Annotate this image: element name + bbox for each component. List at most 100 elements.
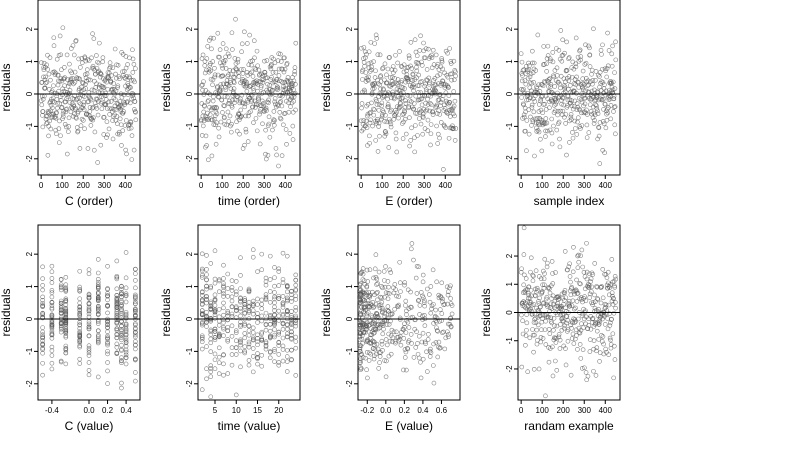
- data-point: [593, 373, 599, 378]
- data-point: [580, 81, 586, 86]
- data-point: [574, 74, 579, 80]
- data-point: [208, 306, 214, 312]
- data-point: [245, 139, 251, 144]
- data-point: [529, 105, 535, 110]
- data-point: [119, 291, 124, 297]
- data-point: [360, 266, 366, 271]
- data-point: [114, 300, 120, 306]
- data-point: [358, 352, 364, 358]
- data-point: [229, 294, 235, 300]
- data-point: [591, 26, 596, 32]
- data-point: [125, 99, 130, 104]
- data-point: [526, 295, 531, 301]
- data-point: [113, 97, 118, 102]
- data-point: [40, 304, 45, 309]
- data-point: [49, 328, 55, 334]
- data-point: [49, 331, 55, 336]
- data-point: [453, 69, 458, 75]
- data-point: [208, 68, 213, 74]
- data-point: [546, 314, 551, 320]
- data-point: [401, 62, 407, 68]
- data-point: [293, 313, 299, 319]
- data-point: [208, 363, 214, 368]
- data-point: [242, 78, 248, 84]
- data-point: [562, 249, 568, 254]
- data-point: [521, 112, 527, 118]
- data-point: [422, 298, 427, 303]
- data-point: [49, 326, 55, 331]
- data-point: [259, 301, 265, 307]
- data-point: [532, 153, 537, 159]
- data-point: [386, 331, 391, 337]
- data-point: [594, 348, 599, 354]
- data-point: [596, 133, 602, 139]
- data-point: [436, 67, 442, 72]
- data-point: [414, 68, 420, 74]
- data-point: [452, 77, 457, 83]
- data-point: [602, 66, 608, 72]
- data-point: [540, 122, 546, 128]
- x-tick-label: 400: [279, 181, 293, 190]
- data-point: [200, 82, 205, 88]
- data-point: [290, 123, 296, 129]
- data-point: [441, 108, 447, 113]
- data-point: [98, 72, 104, 77]
- data-point: [380, 65, 386, 71]
- data-point: [289, 336, 294, 342]
- data-point: [102, 101, 108, 107]
- data-point: [363, 329, 369, 335]
- data-point: [72, 79, 78, 85]
- data-point: [551, 103, 557, 108]
- data-point: [77, 296, 83, 302]
- data-point: [204, 143, 209, 148]
- data-point: [77, 361, 83, 366]
- data-point: [255, 351, 260, 356]
- data-point: [40, 350, 45, 356]
- data-point: [259, 331, 265, 337]
- data-point: [404, 308, 409, 314]
- data-point: [119, 385, 124, 391]
- data-point: [293, 277, 299, 283]
- data-point: [52, 90, 58, 96]
- data-point: [284, 297, 290, 303]
- data-point: [446, 334, 451, 340]
- data-point: [276, 331, 282, 337]
- data-point: [276, 296, 282, 301]
- data-point: [66, 129, 71, 134]
- data-point: [393, 130, 399, 136]
- data-point: [596, 306, 601, 312]
- y-tick-label: 1: [505, 282, 514, 287]
- data-point: [533, 68, 539, 73]
- data-point: [386, 322, 392, 327]
- data-point: [366, 74, 371, 80]
- data-point: [214, 105, 219, 111]
- data-point: [199, 272, 205, 278]
- y-tick-label: -2: [345, 155, 354, 163]
- data-point: [402, 109, 408, 115]
- data-point: [547, 331, 553, 337]
- data-point: [596, 124, 601, 130]
- data-point: [376, 107, 382, 113]
- data-point: [412, 317, 418, 322]
- data-point: [114, 317, 120, 323]
- data-point: [591, 121, 597, 126]
- data-point: [199, 321, 205, 326]
- data-point: [452, 113, 457, 119]
- data-point: [100, 59, 105, 65]
- data-point: [569, 336, 575, 341]
- data-point: [577, 342, 583, 347]
- data-point: [255, 361, 260, 367]
- data-point: [364, 52, 369, 57]
- data-point: [433, 52, 439, 58]
- data-point: [239, 41, 245, 47]
- data-point: [520, 318, 525, 324]
- scatter-points: [199, 247, 299, 400]
- data-point: [234, 128, 240, 134]
- data-point: [519, 59, 525, 65]
- data-point: [530, 272, 536, 278]
- data-point: [392, 76, 397, 81]
- data-point: [276, 66, 282, 72]
- scatter-points: [198, 16, 299, 169]
- data-point: [49, 348, 55, 353]
